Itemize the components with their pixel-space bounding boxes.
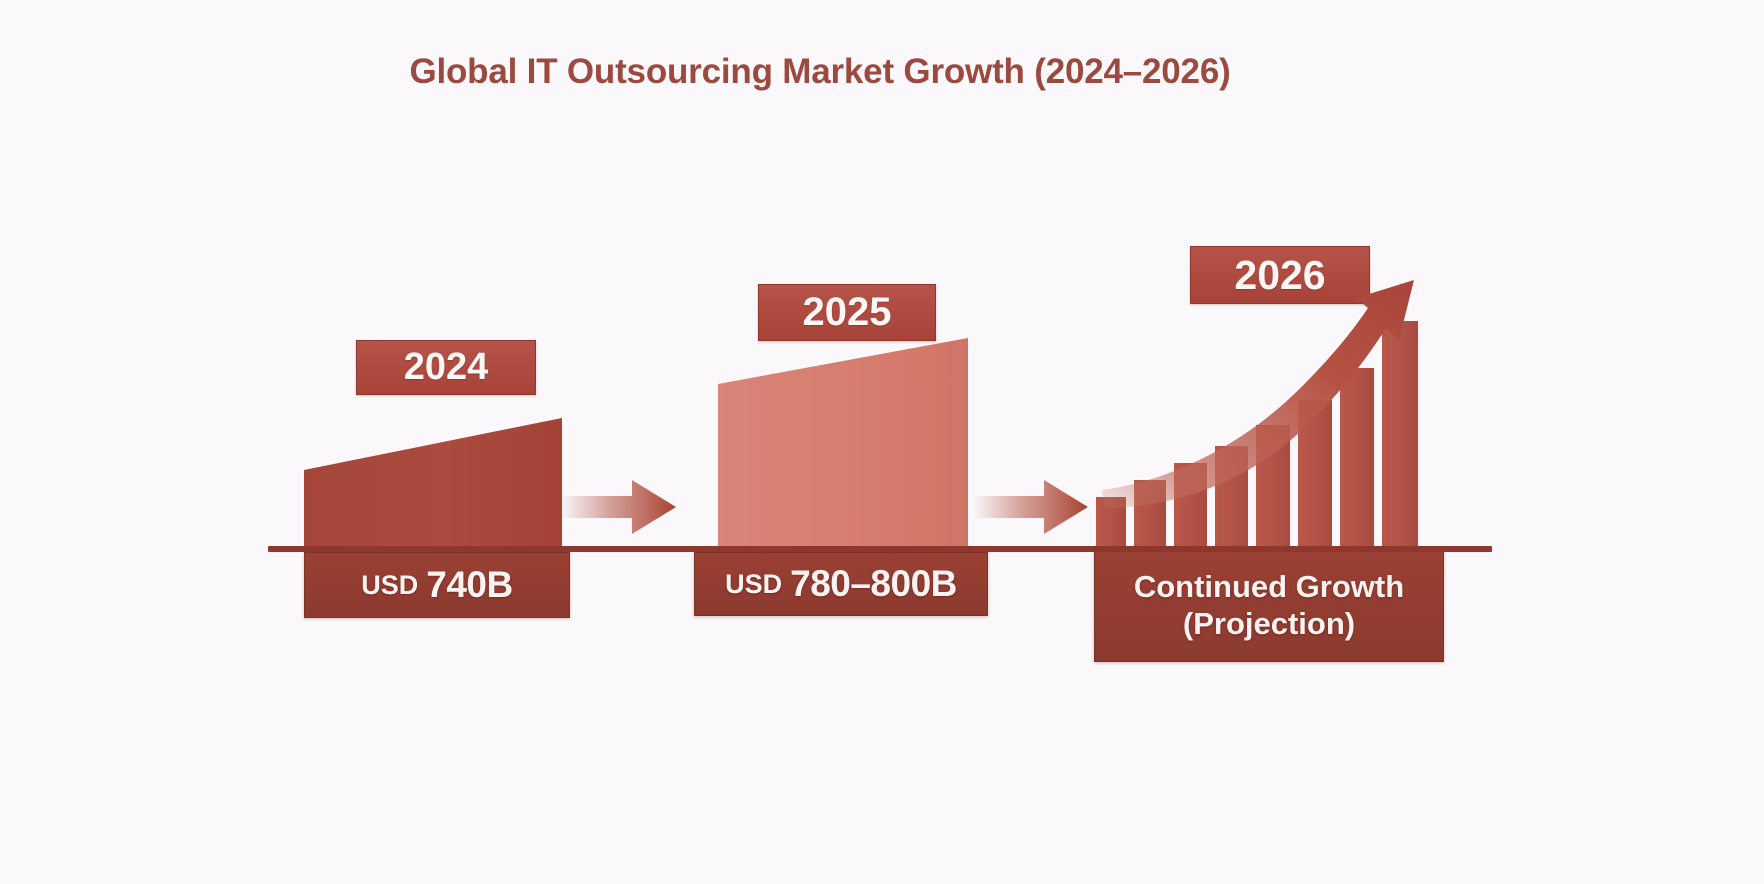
year-badge-2026: 2026 xyxy=(1190,246,1370,304)
growth-arrow-icon xyxy=(1102,280,1414,508)
baseline-rule xyxy=(268,546,1492,552)
arrow-right-icon xyxy=(972,480,1088,534)
page-title: Global IT Outsourcing Market Growth (202… xyxy=(409,52,1231,91)
projection-label-line1: Continued Growth xyxy=(1133,569,1405,605)
amount-label-2024: 740B xyxy=(426,564,513,605)
currency-label-2025: USD xyxy=(725,568,783,599)
value-plate-2024: USD 740B xyxy=(304,552,570,618)
value-plate-2026: Continued Growth (Projection) xyxy=(1094,550,1444,662)
year-badge-2025: 2025 xyxy=(758,284,936,341)
year-badge-2024: 2024 xyxy=(356,340,536,395)
arrow-right-icon xyxy=(560,480,676,534)
value-plate-2025: USD 780–800B xyxy=(694,552,988,616)
year-badge-2025-label: 2025 xyxy=(802,290,892,334)
growth-trend-graphic xyxy=(1096,280,1418,549)
year-badge-2024-label: 2024 xyxy=(403,346,489,388)
currency-label-2024: USD xyxy=(361,569,419,600)
bar-2024 xyxy=(304,418,562,551)
projection-label-line2: (Projection) xyxy=(1182,606,1356,641)
amount-label-2025: 780–800B xyxy=(790,563,957,604)
year-badge-2026-label: 2026 xyxy=(1234,251,1326,298)
bar-2025 xyxy=(718,338,968,551)
